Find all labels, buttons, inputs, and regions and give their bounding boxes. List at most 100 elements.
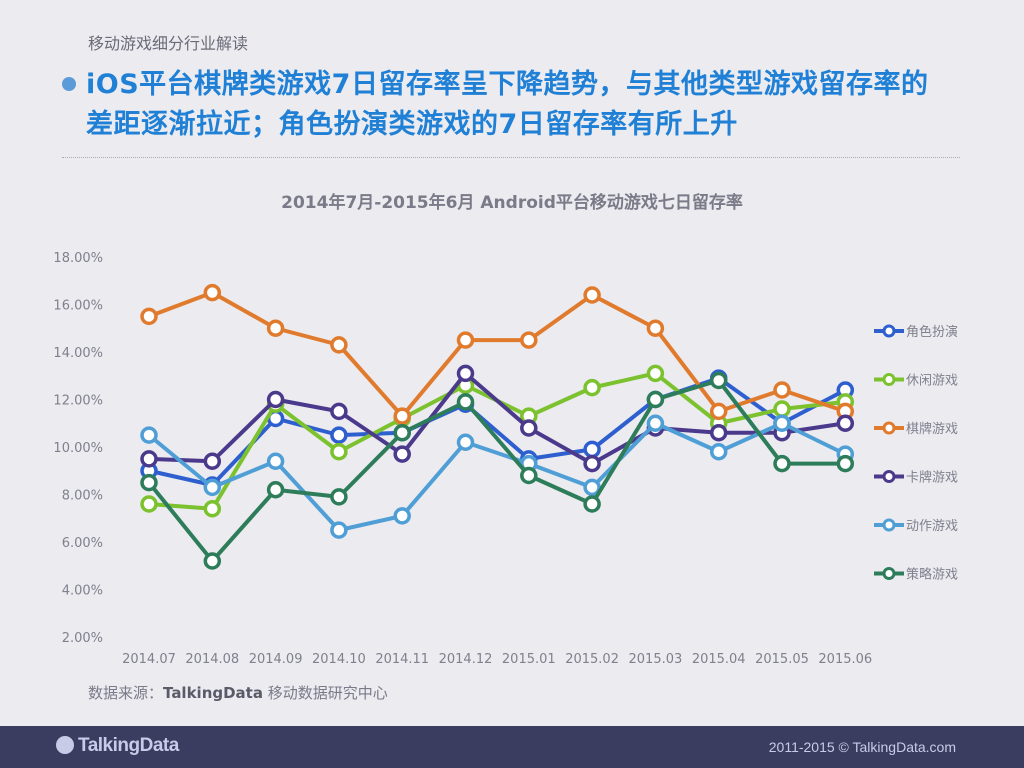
data-point-marker [646,319,665,337]
data-point-marker [836,454,855,473]
data-point-marker [836,414,855,432]
data-point-marker [520,419,538,437]
data-point-marker [203,452,222,470]
data-point-marker [773,454,791,473]
footer-logo: TalkingData [56,735,179,757]
series-line [140,371,855,570]
data-point-marker [646,390,665,409]
source-brand: TalkingData [163,684,263,702]
data-source: 数据来源：TalkingData 移动数据研究中心 [88,682,388,703]
data-point-marker [140,495,158,513]
y-axis: 2.00% 4.00% 6.00% 8.00% 10.00% 12.00% 14.00% 16… [53,251,103,646]
data-point-marker [773,381,791,399]
data-point-marker [330,336,348,354]
data-point-marker [456,364,475,383]
data-point-marker [140,307,158,326]
source-prefix: 数据来源： [88,684,164,702]
data-point-marker [520,466,538,485]
x-tick-label: 2015.03 [629,652,683,667]
data-point-marker [140,450,158,468]
y-tick-label: 10.00% [53,441,103,456]
x-tick-label: 2015.06 [818,652,872,667]
data-point-marker [456,433,475,451]
x-tick-label: 2015.05 [755,652,809,667]
series-line [140,283,855,425]
data-point-marker [709,424,728,442]
y-tick-label: 6.00% [62,536,103,551]
series-line [140,364,855,473]
data-point-marker [583,378,601,397]
data-point-marker [773,414,791,432]
data-point-marker [203,283,222,302]
data-point-marker [393,507,411,525]
legend-item: 动作游戏 [874,518,958,534]
data-point-marker [393,407,411,425]
data-point-marker [330,521,348,539]
data-point-marker [456,393,475,411]
chart-title: 2014年7月-2015年6月 Android平台移动游戏七日留存率 [281,193,743,213]
data-point-marker [266,319,285,337]
data-point-marker [203,552,222,570]
y-tick-label: 16.00% [53,299,103,314]
data-point-marker [330,426,348,444]
footer-logo-text: TalkingData [78,735,179,756]
data-point-marker [583,286,601,304]
y-tick-label: 8.00% [62,489,103,504]
data-point-marker [140,473,158,492]
x-tick-label: 2014.08 [185,652,239,667]
x-tick-label: 2014.09 [249,652,303,667]
data-point-marker [709,402,728,421]
data-point-marker [709,371,728,390]
legend-item: 休闲游戏 [874,373,958,389]
x-tick-label: 2015.01 [502,652,556,667]
legend-item: 棋牌游戏 [874,421,958,437]
legend-label: 动作游戏 [906,519,958,534]
line-chart: 2.00% 4.00% 6.00% 8.00% 10.00% 12.00% 14.00% 16… [53,251,958,667]
data-point-marker [773,400,791,418]
headline-line-1: iOS平台棋牌类游戏7日留存率呈下降趋势，与其他类型游戏留存率的 [86,69,929,100]
y-tick-label: 12.00% [53,394,103,409]
data-point-marker [646,414,665,432]
talkingdata-logo-icon [56,736,74,754]
series-layer [140,283,855,570]
source-suffix: 移动数据研究中心 [262,684,388,702]
data-point-marker [203,478,222,497]
data-point-marker [330,402,348,421]
legend-label: 策略游戏 [906,567,958,583]
data-point-marker [330,488,348,506]
data-point-marker [709,443,728,461]
legend-item: 角色扮演 [874,324,958,340]
data-point-marker [393,445,411,463]
x-tick-label: 2014.11 [375,652,429,667]
legend-label: 卡牌游戏 [906,470,958,486]
legend-item: 策略游戏 [874,567,958,583]
data-point-marker [583,478,601,497]
x-axis: 2014.07 2014.08 2014.09 2014.10 2014.11 2014.… [122,652,872,667]
legend-label: 休闲游戏 [906,374,958,389]
data-point-marker [646,364,665,383]
footer-copyright: 2011-2015 © TalkingData.com [768,739,956,755]
y-tick-label: 2.00% [62,631,103,646]
x-tick-label: 2015.02 [565,652,619,667]
y-tick-label: 14.00% [53,346,103,361]
data-point-marker [330,443,348,461]
y-tick-label: 18.00% [53,251,103,266]
data-point-marker [393,424,411,442]
dotted-divider [62,157,960,158]
legend-item: 卡牌游戏 [874,470,958,486]
x-tick-label: 2014.10 [312,652,366,667]
x-tick-label: 2014.07 [122,652,176,667]
x-tick-label: 2014.12 [439,652,493,667]
data-point-marker [266,481,285,499]
data-point-marker [266,452,285,470]
data-point-marker [140,426,158,444]
series-line [140,414,855,539]
data-point-marker [203,500,222,518]
data-point-marker [266,390,285,409]
y-tick-label: 4.00% [62,584,103,599]
bullet-dot-icon [62,77,76,91]
section-label: 移动游戏细分行业解读 [88,34,249,53]
data-point-marker [520,331,538,349]
data-point-marker [583,495,601,513]
